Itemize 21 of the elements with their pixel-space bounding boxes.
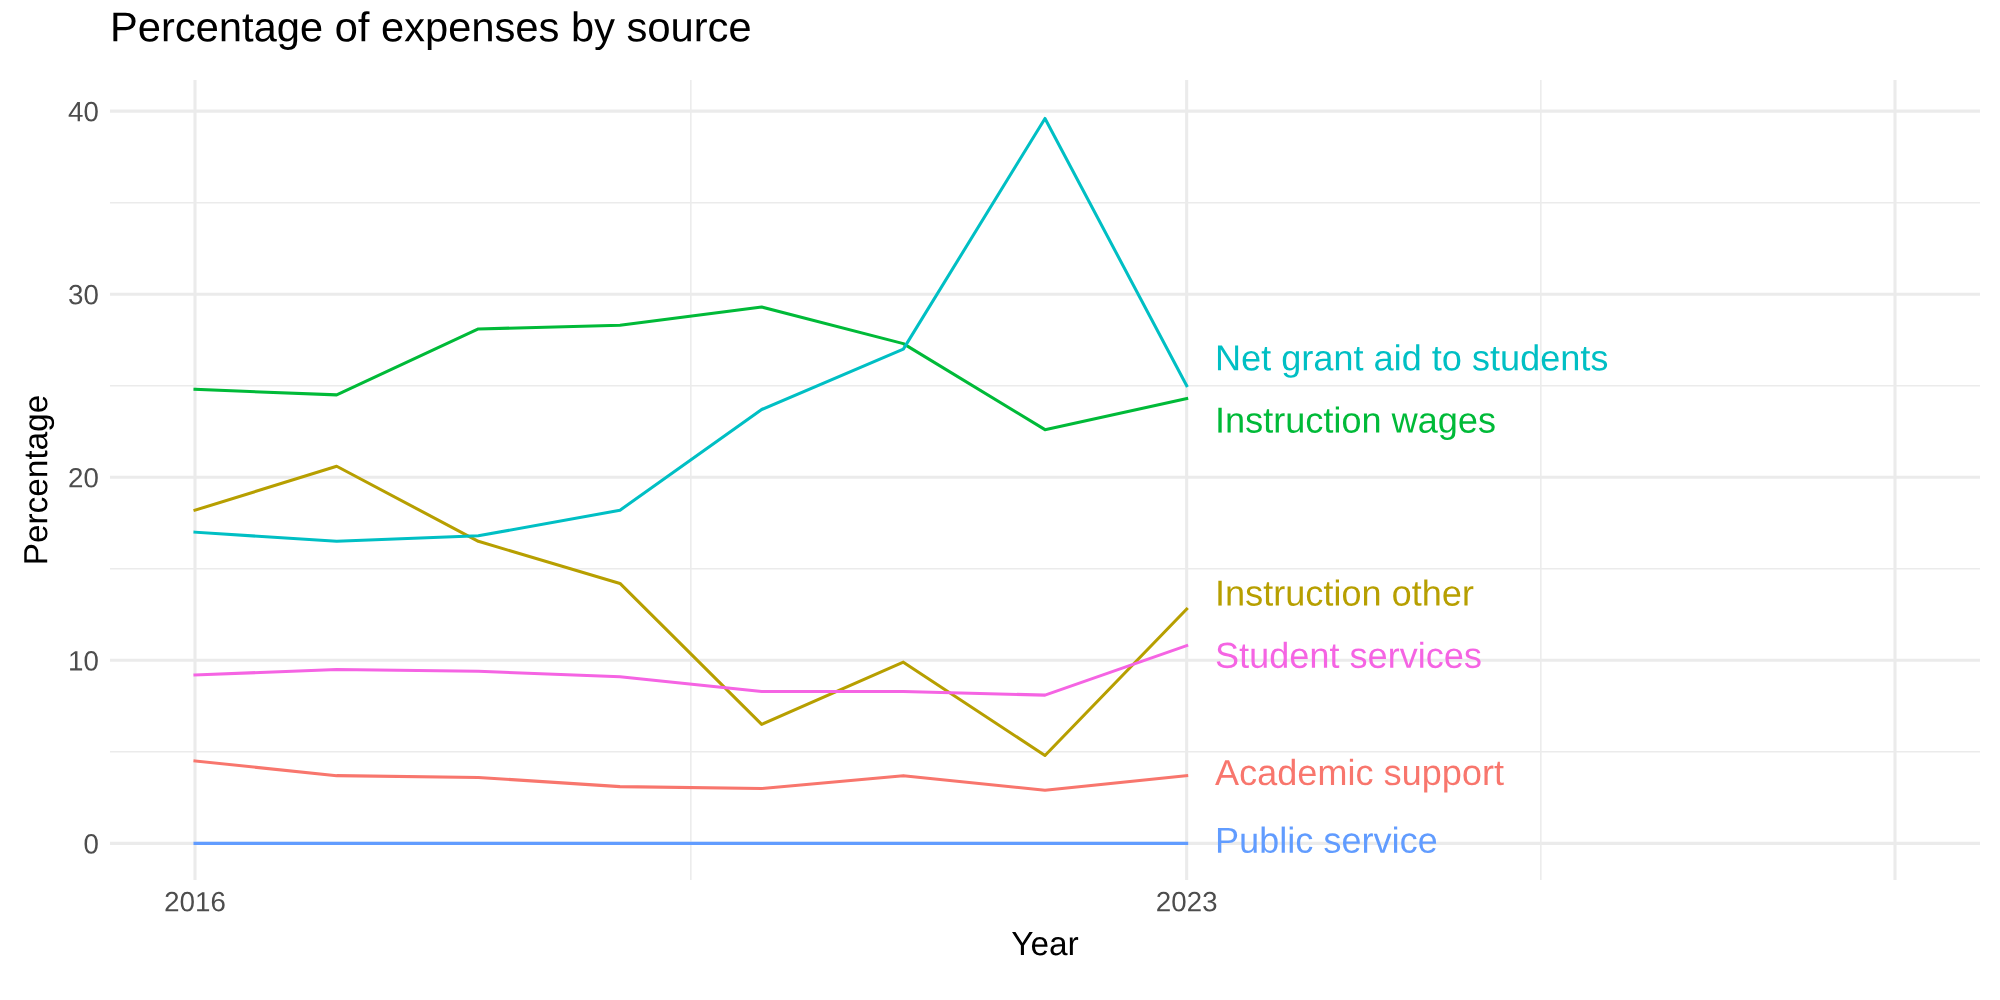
line-series: [193, 759, 1189, 792]
series-label: Net grant aid to students: [1217, 344, 1608, 378]
series-label: Instruction wages: [1218, 406, 1495, 441]
y-tick-label: 30: [69, 284, 98, 305]
x-axis-title: Year: [1012, 932, 1079, 956]
line-series: [193, 116, 1189, 543]
y-tick-label: 40: [68, 101, 98, 122]
line-series: [193, 305, 1189, 432]
x-tick-label: 2016: [165, 891, 225, 912]
y-tick-label: 0: [84, 834, 98, 854]
chart-title: Percentage of expenses by source: [113, 11, 750, 50]
y-tick-label: 10: [70, 650, 98, 671]
x-tick-label: 2023: [1157, 891, 1217, 912]
series-label: Student services: [1216, 641, 1481, 669]
series-label: Instruction other: [1218, 579, 1474, 606]
line-series: [193, 644, 1189, 697]
line-series: [193, 464, 1189, 758]
y-tick-label: 20: [69, 467, 98, 488]
y-axis-title: Percentage: [24, 396, 55, 563]
series-label: Academic support: [1215, 758, 1504, 793]
series-label: Public service: [1217, 826, 1437, 854]
